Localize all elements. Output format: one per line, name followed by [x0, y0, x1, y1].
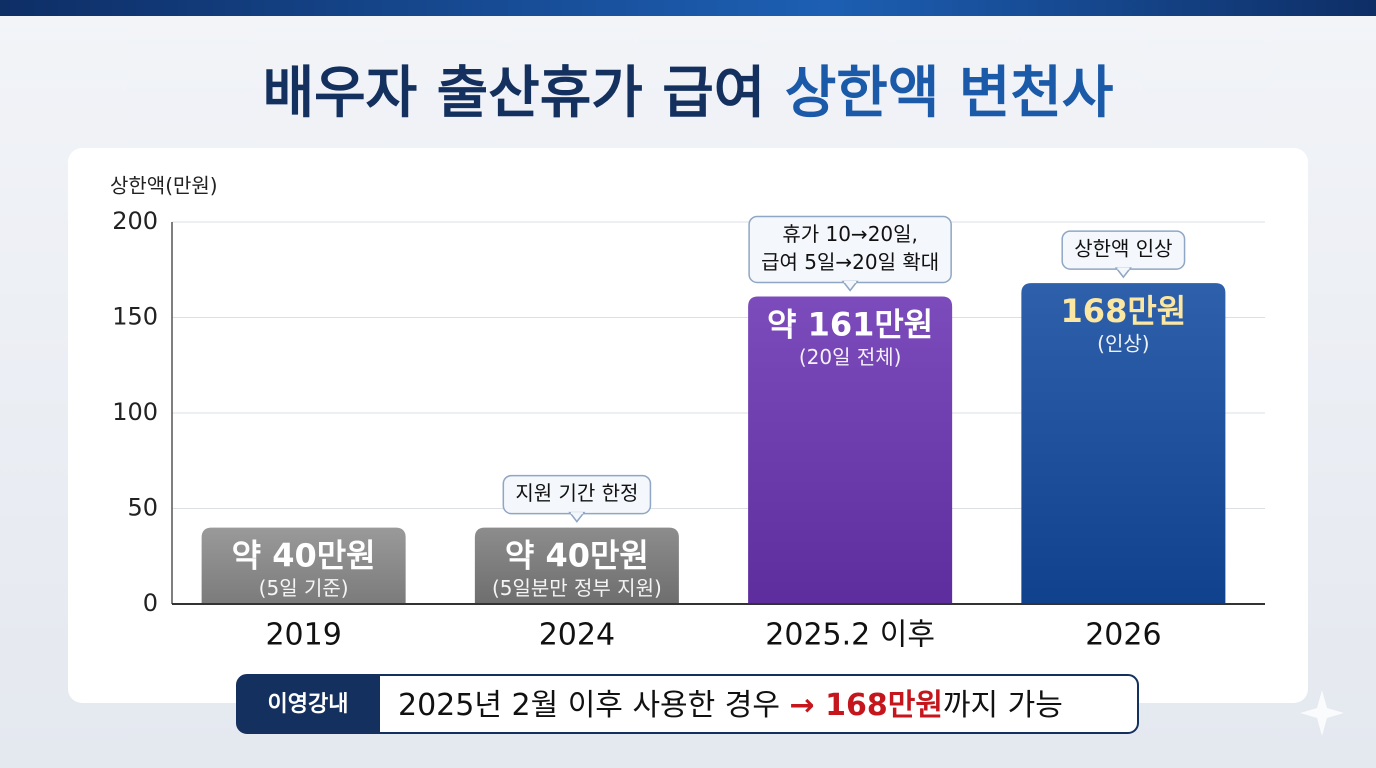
value-label: 168만원 [1061, 292, 1187, 330]
footer: 이영강내 2025년 2월 이후 사용한 경우 → 168만원까지 가능 [236, 674, 1139, 734]
x-tick-label: 2024 [539, 618, 615, 653]
value-label: 약 40만원 [505, 537, 649, 575]
title-part: 배우자 출산휴가 급여 [263, 61, 766, 126]
bar-sublabel: (20일 전체) [799, 345, 902, 369]
value-label: 약 161만원 [767, 305, 933, 343]
footer-main: 2025년 2월 이후 사용한 경우 [398, 688, 790, 723]
x-tick-label: 2019 [265, 618, 341, 653]
bar-sublabel: (5일 기준) [259, 576, 349, 600]
footer-tag-box [237, 675, 380, 733]
callout-text: 상한액 인상 [1074, 237, 1172, 261]
y-tick-label: 100 [112, 398, 158, 426]
y-tick-label: 0 [143, 589, 158, 617]
top-stripe [0, 0, 1376, 16]
y-tick-label: 200 [112, 207, 158, 235]
callout: 휴가 10→20일, 급여 5일→20일 확대 [748, 215, 952, 292]
sparkle [1300, 690, 1344, 736]
footer-tail: 까지 가능 [943, 688, 1063, 723]
footer-tag: 이영강내 [268, 692, 349, 717]
bar-shade [1021, 283, 1226, 604]
callout-text: 휴가 10→20일, [782, 222, 918, 246]
bar-sublabel: (5일분만 정부 지원) [492, 576, 662, 600]
y-axis-label: 상한액(만원) [110, 174, 218, 198]
footer-highlight: → 168만원 [790, 688, 943, 723]
callout: 상한액 인상 [1061, 230, 1186, 279]
bar-shade [748, 296, 953, 604]
callout-text: 급여 5일→20일 확대 [761, 250, 939, 274]
x-tick-label: 2026 [1085, 618, 1161, 653]
chart-title: 배우자 출산휴가 급여 상한액 변천사 [263, 61, 1114, 126]
y-tick-label: 150 [112, 303, 158, 331]
footer-text: 2025년 2월 이후 사용한 경우 → 168만원까지 가능 [398, 688, 1063, 723]
x-tick-label: 2025.2 이후 [765, 618, 935, 653]
y-tick-label: 50 [127, 494, 158, 522]
value-label: 약 40만원 [232, 537, 376, 575]
bar-shade [201, 527, 406, 604]
callout-text: 지원 기간 한정 [515, 481, 638, 505]
title-part: 상한액 변천사 [785, 61, 1114, 126]
callout: 지원 기간 한정 [502, 474, 652, 523]
bar-sublabel: (인상) [1097, 332, 1149, 356]
bar-shade [474, 527, 679, 604]
